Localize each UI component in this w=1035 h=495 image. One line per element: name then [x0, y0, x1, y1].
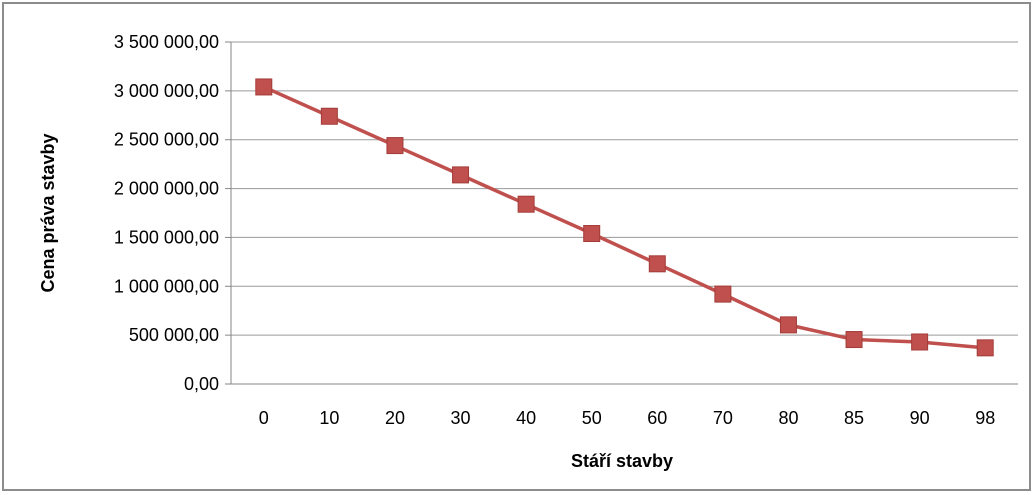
x-tick-label: 40 — [516, 408, 536, 428]
data-point — [911, 333, 929, 351]
data-point — [976, 339, 994, 357]
y-tick-label: 1 500 000,00 — [114, 227, 219, 247]
x-tick-label: 60 — [647, 408, 667, 428]
series-line — [263, 85, 986, 350]
x-tick-label: 70 — [713, 408, 733, 428]
y-tick-label: 500 000,00 — [129, 325, 219, 345]
y-tick-label: 2 000 000,00 — [114, 179, 219, 199]
y-tick-label: 1 000 000,00 — [114, 276, 219, 296]
data-point — [320, 107, 338, 125]
x-axis-title: Stáří stavby — [571, 451, 673, 471]
data-point — [517, 195, 535, 213]
data-point — [648, 255, 666, 273]
x-tick-label: 10 — [319, 408, 339, 428]
x-tick-label: 20 — [385, 408, 405, 428]
x-tick-label: 90 — [910, 408, 930, 428]
x-tick-label: 98 — [975, 408, 995, 428]
x-tick-label: 0 — [259, 408, 269, 428]
y-tick-label: 3 000 000,00 — [114, 81, 219, 101]
series-group — [255, 78, 994, 357]
gridlines — [225, 41, 1018, 385]
y-axis-title: Cena práva stavby — [38, 133, 58, 292]
x-axis-ticks: 0 10 20 30 40 50 60 70 80 85 90 98 — [259, 408, 995, 428]
data-point — [845, 331, 863, 349]
data-point — [779, 316, 797, 334]
x-tick-label: 30 — [451, 408, 471, 428]
y-axis-ticks: 0,00 500 000,00 1 000 000,00 1 500 000,00 2 … — [114, 32, 219, 394]
x-tick-label: 80 — [778, 408, 798, 428]
y-tick-label: 0,00 — [184, 374, 219, 394]
data-point — [583, 225, 601, 243]
y-tick-label: 2 500 000,00 — [114, 130, 219, 150]
y-tick-label: 3 500 000,00 — [114, 32, 219, 52]
x-tick-label: 85 — [844, 408, 864, 428]
data-point — [452, 166, 470, 184]
x-tick-label: 50 — [582, 408, 602, 428]
data-point — [714, 285, 732, 303]
data-point — [386, 137, 404, 155]
data-point — [255, 78, 273, 96]
